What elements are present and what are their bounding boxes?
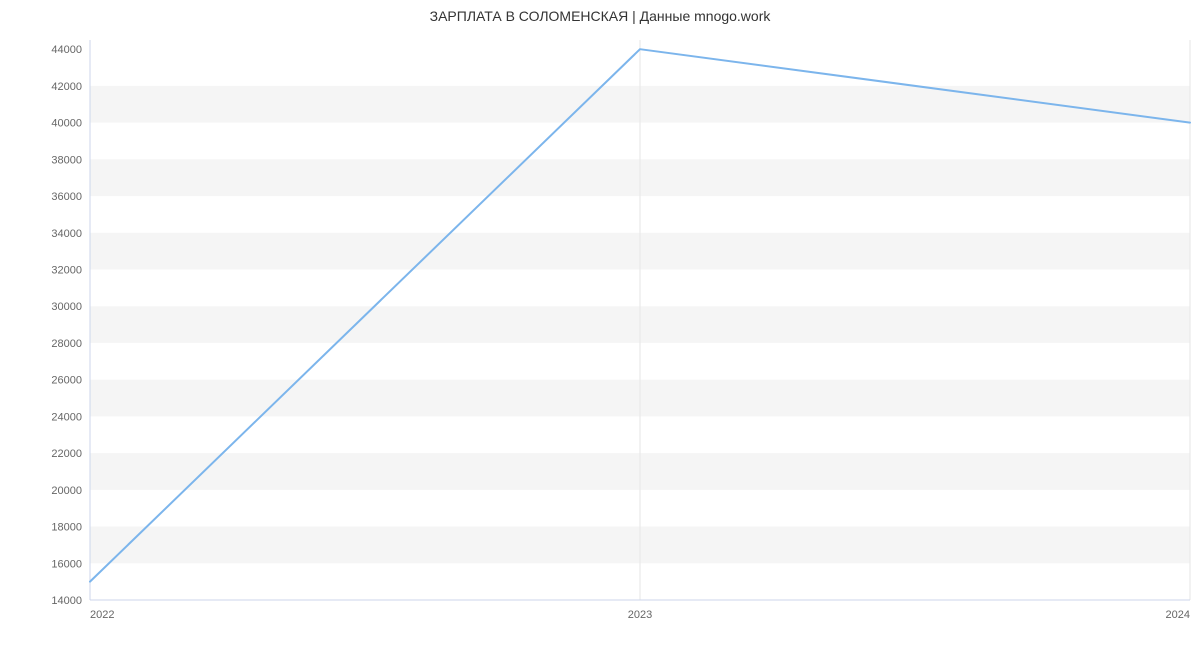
y-tick-label: 14000	[51, 595, 82, 607]
x-tick-label: 2022	[90, 609, 114, 621]
y-tick-label: 20000	[51, 485, 82, 497]
y-tick-label: 38000	[51, 154, 82, 166]
y-tick-label: 44000	[51, 44, 82, 56]
y-tick-label: 16000	[51, 558, 82, 570]
y-tick-label: 28000	[51, 338, 82, 350]
chart-title: ЗАРПЛАТА В СОЛОМЕНСКАЯ | Данные mnogo.wo…	[0, 8, 1200, 24]
y-tick-label: 32000	[51, 265, 82, 277]
y-tick-label: 36000	[51, 191, 82, 203]
x-tick-label: 2023	[628, 609, 652, 621]
y-tick-label: 18000	[51, 522, 82, 534]
y-tick-label: 24000	[51, 411, 82, 423]
y-tick-label: 34000	[51, 228, 82, 240]
y-tick-label: 22000	[51, 448, 82, 460]
y-tick-label: 42000	[51, 81, 82, 93]
y-tick-label: 30000	[51, 301, 82, 313]
salary-line-chart: ЗАРПЛАТА В СОЛОМЕНСКАЯ | Данные mnogo.wo…	[0, 0, 1200, 650]
chart-plot-area: 14000 16000 18000 20000 22000 24000 26000 28000…	[0, 0, 1200, 650]
x-tick-label: 2024	[1166, 609, 1190, 621]
y-tick-label: 40000	[51, 118, 82, 130]
y-tick-label: 26000	[51, 375, 82, 387]
